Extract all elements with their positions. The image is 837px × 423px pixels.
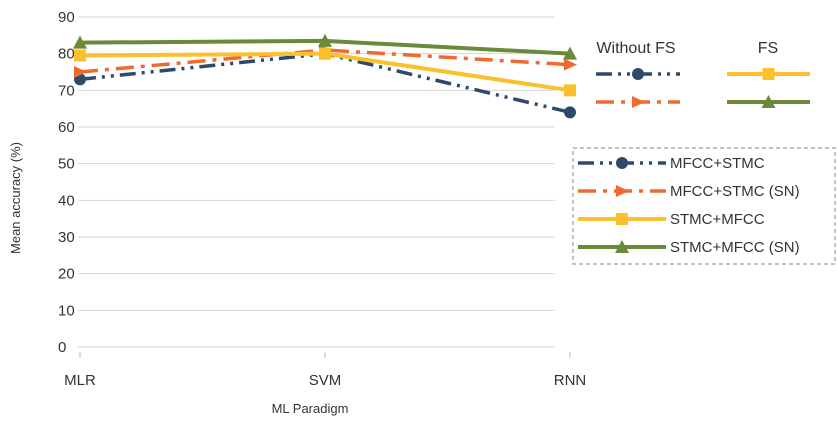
legend-marker <box>762 68 775 80</box>
y-tick-label: 80 <box>58 46 75 63</box>
data-point <box>564 58 577 71</box>
data-point <box>564 106 576 119</box>
data-point <box>74 66 87 78</box>
y-tick-label: 40 <box>58 192 75 209</box>
data-point <box>74 49 86 62</box>
legend-marker <box>616 185 629 197</box>
y-axis-title: Mean accuracy (%) <box>8 142 23 254</box>
y-tick-label: 10 <box>58 302 75 319</box>
x-tick-label: MLR <box>64 372 96 389</box>
y-tick-label: 30 <box>58 229 75 246</box>
legend-entry-label: STMC+MFCC <box>670 211 765 228</box>
legend-sample <box>727 68 810 80</box>
series-2 <box>74 47 576 97</box>
legend-marker <box>616 213 628 225</box>
gridlines <box>78 16 555 348</box>
y-tick-label: 70 <box>58 82 75 99</box>
x-tick-label: RNN <box>554 372 587 389</box>
y-tick-label: 50 <box>58 156 75 173</box>
legend-marker <box>632 96 645 108</box>
legend-box: MFCC+STMC MFCC+STMC (SN) STMC+MFCC STMC+MFC… <box>572 147 836 265</box>
legend-grouped: Without FS FS <box>596 40 810 108</box>
legend-sample <box>578 157 666 169</box>
x-axis-title: ML Paradigm <box>272 401 349 416</box>
data-point <box>73 35 87 49</box>
series-line <box>79 51 571 115</box>
legend-marker <box>616 157 628 169</box>
data-point <box>564 84 576 97</box>
y-tick-label: 90 <box>58 9 75 26</box>
y-tick-label: 20 <box>58 266 75 283</box>
y-axis-ticks: 0 10 20 30 40 50 60 70 80 90 <box>58 9 75 356</box>
series-layer <box>73 33 577 119</box>
y-tick-label: 60 <box>58 119 75 136</box>
legend-marker <box>761 95 776 108</box>
legend-entry-label: STMC+MFCC (SN) <box>670 239 800 256</box>
data-point <box>318 33 332 47</box>
data-point <box>319 47 331 60</box>
series-line <box>79 48 571 74</box>
legend-sample <box>578 240 666 253</box>
data-point <box>563 46 577 60</box>
x-tick-label: SVM <box>309 372 342 389</box>
legend-marker <box>615 240 629 253</box>
legend-header-without-fs: Without FS <box>596 40 675 57</box>
legend-sample <box>596 96 680 108</box>
legend-entry-label: MFCC+STMC <box>670 155 765 172</box>
legend-sample <box>578 185 666 197</box>
legend-entry-label: MFCC+STMC (SN) <box>670 183 800 200</box>
series-3 <box>73 33 577 60</box>
legend-header-fs: FS <box>758 40 778 57</box>
legend-sample <box>578 213 666 225</box>
legend-marker <box>632 68 644 80</box>
legend-sample <box>727 95 810 108</box>
x-axis-ticks: MLR SVM RNN <box>64 352 586 389</box>
y-tick-label: 0 <box>58 339 66 356</box>
legend-sample <box>596 68 680 80</box>
